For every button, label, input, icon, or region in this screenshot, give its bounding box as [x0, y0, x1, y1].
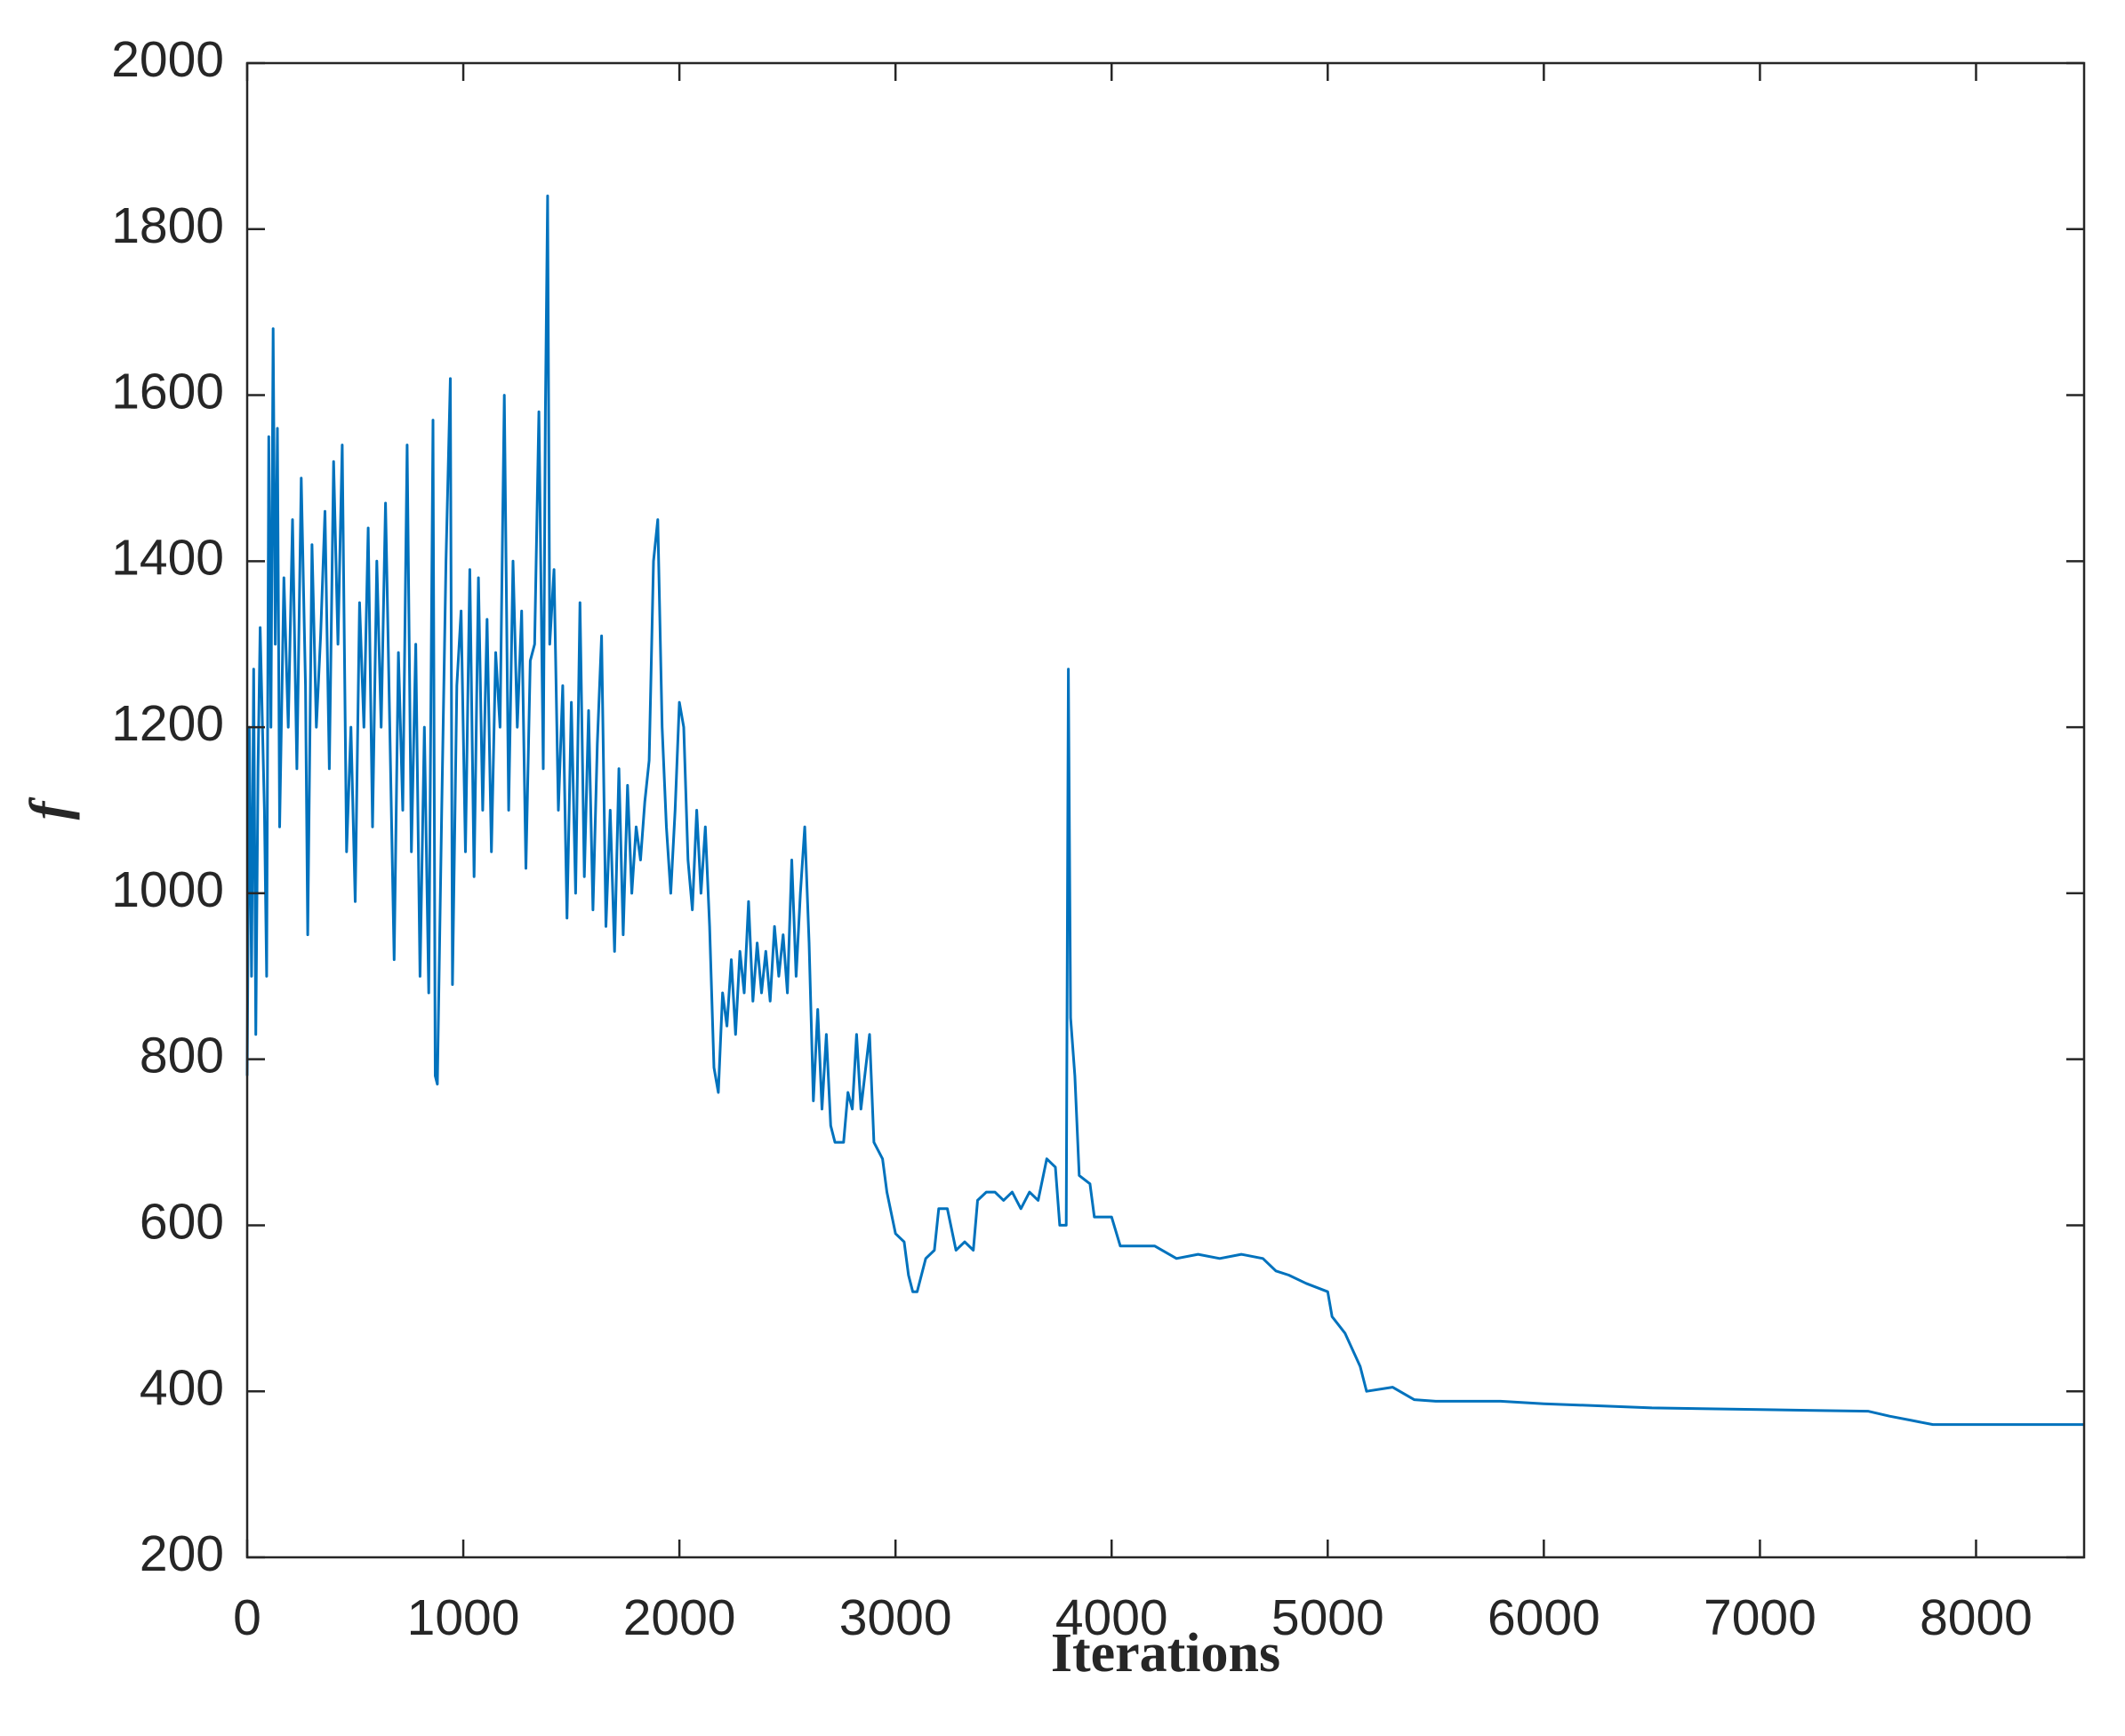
y-tick-label: 400	[140, 1359, 224, 1416]
y-tick-label: 200	[140, 1525, 224, 1582]
x-tick-label: 4000	[1055, 1589, 1168, 1646]
y-tick-label: 1000	[111, 861, 224, 918]
x-tick-label: 0	[233, 1589, 261, 1646]
plot-frame	[245, 61, 2086, 1559]
y-tick-label: 1400	[111, 529, 224, 586]
x-axis-label: Iterations	[1051, 1623, 1280, 1684]
y-tick-label: 800	[140, 1028, 224, 1084]
x-tick-label: 6000	[1488, 1589, 1600, 1646]
x-tick-label: 8000	[1920, 1589, 2033, 1646]
x-tick-label: 2000	[623, 1589, 736, 1646]
y-tick-label: 1800	[111, 197, 224, 254]
x-tick-label: 3000	[839, 1589, 952, 1646]
y-tick-label: 2000	[111, 31, 224, 88]
y-tick-label: 1200	[111, 695, 224, 752]
y-tick-label: 1600	[111, 364, 224, 420]
x-tick-label: 1000	[407, 1589, 520, 1646]
x-tick-label: 7000	[1704, 1589, 1816, 1646]
x-tick-label: 5000	[1271, 1589, 1384, 1646]
y-tick-label: 600	[140, 1194, 224, 1251]
data-line	[245, 194, 2084, 1427]
